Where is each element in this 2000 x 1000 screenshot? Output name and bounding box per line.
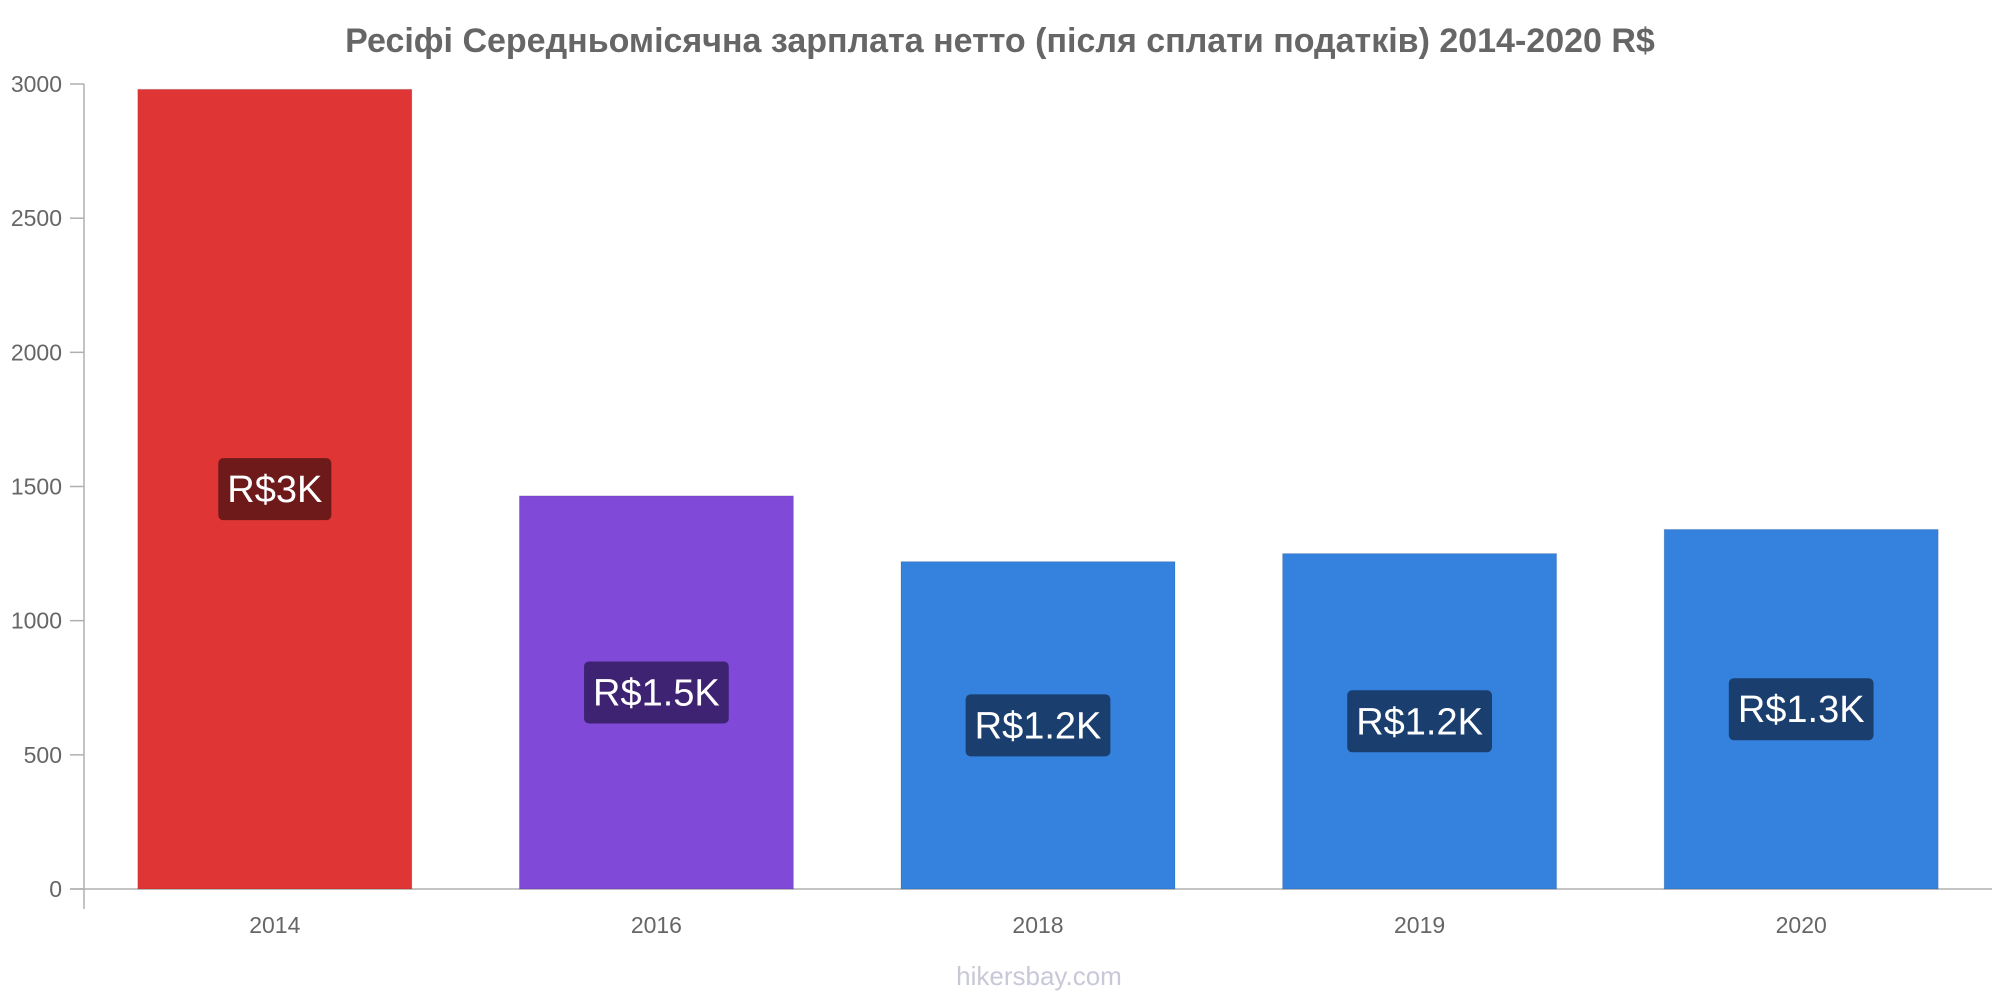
bars-group (137, 88, 1939, 890)
y-tick-label: 1500 (11, 474, 62, 500)
watermark: hikersbay.com (956, 961, 1122, 991)
data-label: R$1.3K (1738, 689, 1865, 731)
x-axis: 2014 2016 2018 2019 2020 (70, 888, 1992, 938)
x-tick-label: 2014 (249, 912, 300, 938)
bar (137, 88, 413, 890)
y-tick-label: 1000 (11, 608, 62, 634)
y-tick-label: 500 (24, 742, 62, 768)
data-label: R$1.2K (975, 705, 1102, 747)
data-label: R$1.5K (593, 672, 720, 714)
data-label-background (584, 661, 729, 724)
y-tick-label: 2500 (11, 205, 62, 231)
x-tick-label: 2018 (1012, 912, 1063, 938)
data-label: R$3K (227, 469, 322, 511)
data-label-background (1347, 690, 1492, 753)
chart-title: Ресіфі Середньомісячна зарплата нетто (п… (345, 22, 1655, 60)
data-label-background (1728, 678, 1874, 741)
x-tick-label: 2016 (631, 912, 682, 938)
x-tick-label: 2019 (1394, 912, 1445, 938)
y-tick-label: 3000 (11, 71, 62, 97)
data-labels-group: R$3K R$1.5K R$1.2K R$1.2K R$1.3K (218, 458, 1874, 757)
data-label: R$1.2K (1356, 701, 1483, 743)
y-tick-label: 0 (49, 876, 62, 902)
data-label-background (965, 694, 1111, 757)
data-label-background (218, 458, 332, 521)
y-axis: 0 500 1000 1500 2000 2500 3000 (11, 71, 85, 909)
x-tick-label: 2020 (1776, 912, 1827, 938)
y-tick-label: 2000 (11, 339, 62, 365)
